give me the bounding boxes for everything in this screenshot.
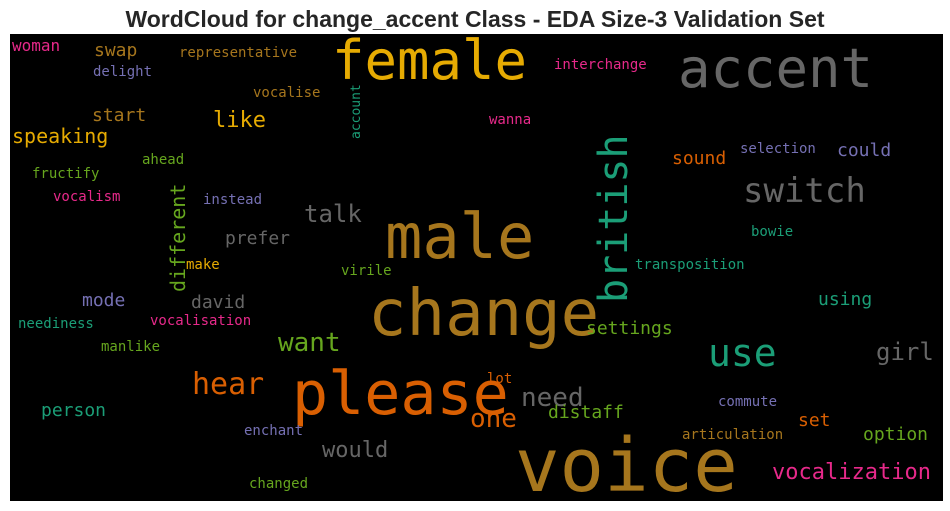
word-make: make [186,257,220,273]
word-ahead: ahead [142,152,185,168]
word-person: person [41,400,107,421]
word-girl: girl [876,338,934,366]
word-neediness: neediness [18,316,94,332]
word-hear: hear [192,367,265,402]
word-need: need [521,383,584,413]
word-set: set [798,410,831,431]
word-vocalism: vocalism [53,189,121,205]
word-bowie: bowie [751,224,794,240]
word-vocalization: vocalization [772,460,931,485]
word-option: option [863,424,929,445]
word-female: female [332,34,528,92]
word-delight: delight [93,64,153,80]
word-would: would [322,438,389,463]
word-start: start [92,105,147,126]
word-vocalise: vocalise [253,85,321,101]
word-talk: talk [304,200,362,228]
word-mode: mode [82,290,126,311]
word-distaff: distaff [548,402,624,423]
chart-title: WordCloud for change_accent Class - EDA … [125,6,825,32]
word-vocalisation: vocalisation [150,313,252,329]
word-using: using [818,289,873,310]
word-different: different [166,183,190,292]
word-wanna: wanna [489,112,532,128]
word-woman: woman [12,36,61,55]
word-use: use [708,331,777,375]
word-interchange: interchange [554,57,647,73]
word-selection: selection [740,141,816,157]
word-please: please [292,359,509,429]
word-one: one [470,404,517,434]
word-sound: sound [672,148,727,169]
word-want: want [278,328,341,358]
wordcloud-canvas: voice change male please female accent british… [10,34,943,501]
word-commute: commute [718,394,778,410]
word-representative: representative [179,45,298,61]
word-swap: swap [94,40,138,61]
word-transposition: transposition [635,257,745,273]
word-lot: lot [487,371,513,387]
word-change: change [368,277,600,351]
word-virile: virile [341,263,392,279]
word-fructify: fructify [32,166,100,182]
word-male: male [385,200,535,273]
word-accent: accent [678,37,874,100]
word-account: account [349,84,364,139]
word-settings: settings [586,318,673,339]
word-switch: switch [743,171,866,211]
word-manlike: manlike [101,339,161,355]
word-instead: instead [203,192,263,208]
word-like: like [213,108,266,133]
word-articulation: articulation [682,427,784,443]
word-speaking: speaking [12,124,109,148]
word-changed: changed [249,476,309,492]
word-prefer: prefer [225,228,291,249]
word-could: could [837,140,892,161]
word-voice: voice [515,423,738,501]
word-british: british [591,134,637,303]
word-david: david [191,292,246,313]
word-enchant: enchant [244,423,304,439]
